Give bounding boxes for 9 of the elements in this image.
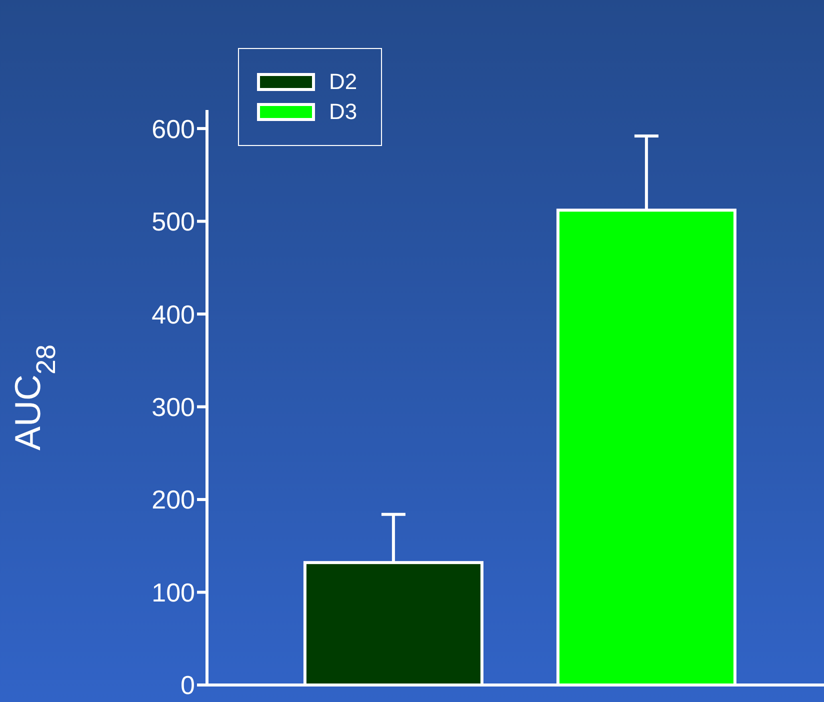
legend-label: D3 — [329, 99, 358, 125]
y-tick-label: 200 — [152, 484, 195, 515]
y-tick-label: 500 — [152, 206, 195, 237]
y-tick-label: 600 — [152, 114, 195, 144]
y-tick-label: 0 — [180, 670, 195, 700]
y-tick-label: 100 — [152, 577, 195, 608]
legend-label: D2 — [329, 69, 358, 95]
y-tick-label: 400 — [152, 299, 195, 330]
y-tick-label: 300 — [152, 392, 195, 422]
